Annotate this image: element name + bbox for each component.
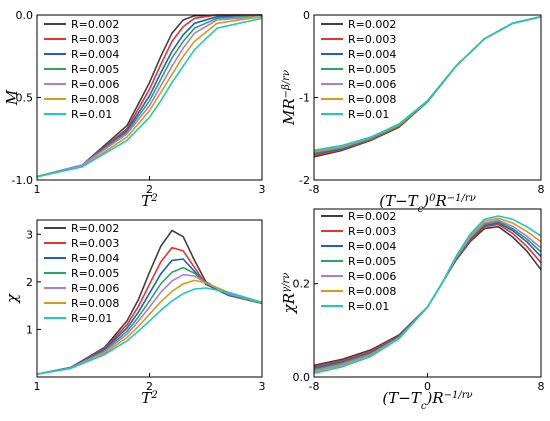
x-tick-label: 3	[259, 183, 266, 196]
legend-label: R=0.01	[348, 108, 389, 121]
legend-label: R=0.008	[71, 297, 119, 310]
x-axis-label-xlabel-sup: 2	[150, 390, 157, 401]
x-tick-label: -8	[309, 183, 320, 196]
x-axis-label-xlabel-sup: −1/rν	[447, 193, 476, 204]
x-tick-label: 1	[34, 183, 41, 196]
y-axis-label: MR−β/rν	[280, 70, 298, 126]
legend-label: R=0.006	[71, 282, 119, 295]
x-tick-label: 1	[34, 380, 41, 393]
y-tick-label: -1.0	[12, 174, 33, 187]
legend-label: R=0.005	[348, 255, 396, 268]
x-axis-label-xlabel-overlap: 0	[429, 193, 436, 204]
x-axis-label-xlabel: T	[141, 389, 152, 407]
y-axis-label-main: MR	[280, 98, 298, 126]
x-tick-label: 8	[538, 183, 545, 196]
x-tick-label: -8	[309, 380, 320, 393]
legend-label: R=0.002	[71, 222, 119, 235]
legend-label: R=0.002	[71, 18, 119, 31]
series-line-5	[36, 15, 263, 178]
x-axis-label-xlabel-tail: R	[435, 192, 447, 210]
y-axis-label-main: M	[3, 89, 21, 106]
x-axis-label-xlabel-sup: −1/rν	[444, 390, 473, 401]
y-tick-label: 0.2	[293, 278, 311, 291]
x-axis-label-xlabel-tail: R	[431, 389, 443, 407]
series-line-6	[36, 15, 263, 178]
legend-label: R=0.008	[348, 93, 396, 106]
y-axis-label: χ	[3, 293, 21, 304]
legend-label: R=0.006	[348, 78, 396, 91]
x-axis-label-xlabel-rest: )	[425, 389, 432, 407]
legend-label: R=0.005	[71, 267, 119, 280]
legend-label: R=0.004	[348, 240, 396, 253]
y-axis-label-main: χ	[3, 293, 21, 304]
series-line-7	[36, 17, 263, 178]
panel-3: 1 2 3123T2χR=0.002R=0.003R=0.004R=0.005R=0…	[3, 219, 266, 407]
legend-label: R=0.003	[71, 33, 119, 46]
x-tick-label: 3	[259, 380, 266, 393]
x-axis-label: T2	[141, 192, 157, 210]
legend-label: R=0.004	[348, 48, 396, 61]
y-axis-label: χRγ/rν	[280, 273, 298, 315]
series-line-7	[313, 15, 542, 152]
legend-label: R=0.005	[348, 63, 396, 76]
y-tick-label: 0.0	[16, 9, 34, 22]
y-tick-label: 0	[303, 9, 310, 22]
y-tick-label: -2	[299, 174, 310, 187]
x-tick-label: 2	[146, 380, 153, 393]
x-tick-label: 2	[146, 183, 153, 196]
panel-1: 1 2 3 -1.0 -0.5 0.0 T2 M R=0.002 R=0.003 R=0.004 R=…	[3, 9, 266, 210]
series-line-3	[36, 258, 263, 375]
legend-label: R=0.002	[348, 18, 396, 31]
series-line-7	[36, 287, 263, 375]
legend-label: R=0.01	[71, 312, 112, 325]
legend-label: R=0.006	[71, 78, 119, 91]
y-tick-label: -1	[299, 92, 310, 105]
y-tick-label: 2	[26, 276, 33, 289]
legend-label: R=0.003	[348, 225, 396, 238]
x-axis-label-xlabel: (T−T	[379, 192, 418, 210]
x-axis-label: (T−Tc)R−1/rν	[382, 389, 472, 412]
x-tick-label: 0	[424, 380, 431, 393]
y-tick-label: 3	[26, 228, 33, 241]
x-axis-label: T2	[141, 389, 157, 407]
legend-label: R=0.006	[348, 270, 396, 283]
legend-label: R=0.002	[348, 210, 396, 223]
y-tick-label: 1	[26, 323, 33, 336]
legend-label: R=0.004	[71, 48, 119, 61]
legend-label: R=0.01	[71, 108, 112, 121]
x-axis-label-xlabel: (T−T	[382, 389, 421, 407]
y-axis-label-sup: −β/rν	[281, 70, 292, 98]
y-axis-label-main: χR	[280, 293, 298, 314]
y-axis-label-sup: γ/rν	[281, 273, 292, 293]
legend-label: R=0.01	[348, 300, 389, 313]
x-tick-label: 8	[538, 380, 545, 393]
y-axis-label: M	[3, 89, 21, 106]
panel-2: -8 8-2-10(T−Tc)0R−1/rνMR−β/rνR=0.002R=0.0…	[280, 9, 545, 215]
y-tick-label: 0.0	[293, 371, 311, 384]
series-line-6	[36, 279, 263, 375]
series-line-7	[313, 215, 542, 375]
legend-label: R=0.003	[348, 33, 396, 46]
x-axis-label-xlabel-sub: c	[421, 401, 427, 412]
legend-label: R=0.008	[71, 93, 119, 106]
x-axis-label-xlabel: T	[141, 192, 152, 210]
x-axis-label-xlabel-rest: )	[422, 192, 429, 210]
x-axis-label-xlabel-sup: 2	[150, 193, 157, 204]
y-tick-label: -0.5	[12, 92, 33, 105]
legend-label: R=0.003	[71, 237, 119, 250]
legend-label: R=0.008	[348, 285, 396, 298]
panel-4: -8 0 8 0.0 0.2 (T−Tc)R−1/rν χRγ/rν R=0.002 R=0.0…	[280, 208, 545, 412]
legend-label: R=0.005	[71, 63, 119, 76]
legend-label: R=0.004	[71, 252, 119, 265]
